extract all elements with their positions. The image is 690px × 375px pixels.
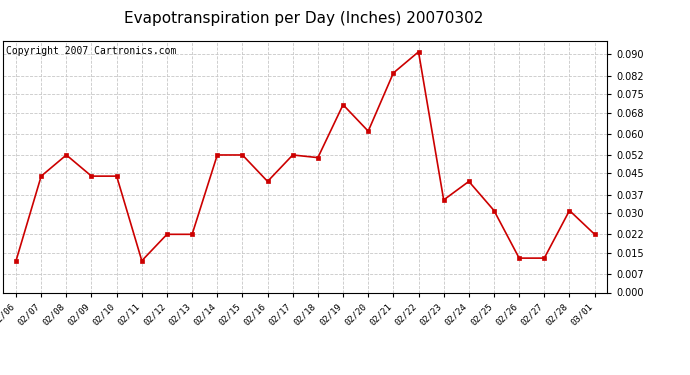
Text: Copyright 2007 Cartronics.com: Copyright 2007 Cartronics.com (6, 46, 177, 56)
Text: Evapotranspiration per Day (Inches) 20070302: Evapotranspiration per Day (Inches) 2007… (124, 11, 483, 26)
